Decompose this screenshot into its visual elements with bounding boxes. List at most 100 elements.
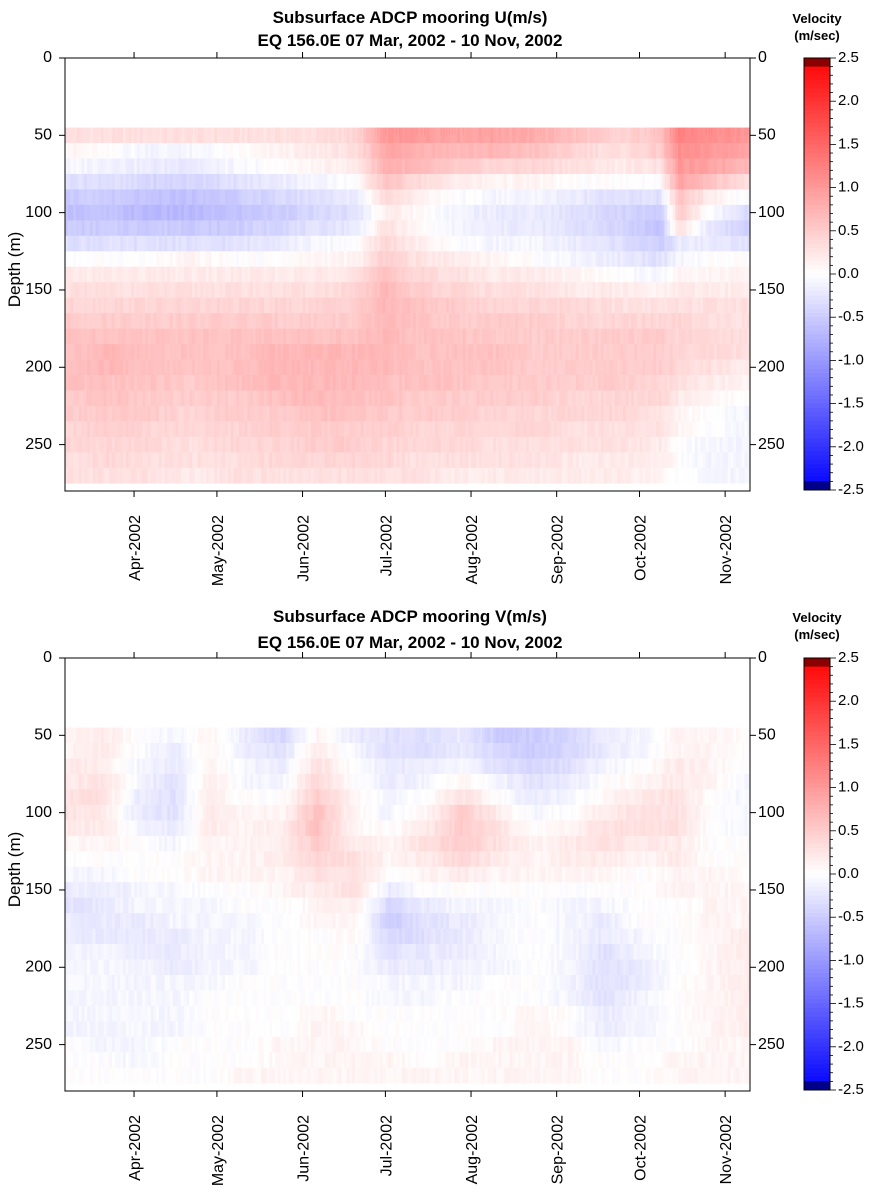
heatmap-cell [501, 143, 505, 159]
heatmap-cell [653, 143, 657, 159]
heatmap-cell [578, 235, 582, 252]
heatmap-cell [448, 220, 453, 237]
heatmap-cell [327, 297, 331, 314]
heatmap-cell [330, 251, 334, 268]
heatmap-cell [139, 204, 143, 221]
heatmap-cell [515, 143, 519, 159]
heatmap-cell [222, 235, 226, 252]
heatmap-cell [393, 375, 397, 391]
heatmap-cell [302, 328, 306, 345]
heatmap-cell [575, 204, 580, 221]
heatmap-cell [465, 421, 469, 438]
heatmap-cell [139, 158, 143, 175]
heatmap-cell [506, 390, 511, 407]
heatmap-cell [205, 375, 209, 391]
heatmap-cell [631, 359, 635, 376]
heatmap-cell [205, 313, 209, 329]
heatmap-cell [117, 328, 121, 345]
heatmap-cell [169, 266, 174, 283]
heatmap-cell [73, 251, 77, 268]
heatmap-cell [150, 390, 154, 407]
heatmap-cell [498, 158, 502, 175]
heatmap-cell [84, 173, 88, 190]
heatmap-cell [424, 127, 428, 144]
heatmap-cell [401, 375, 406, 391]
heatmap-cell [266, 405, 270, 422]
heatmap-cell [667, 282, 671, 298]
heatmap-cell [319, 390, 323, 407]
heatmap-cell [183, 220, 187, 237]
heatmap-cell [548, 313, 552, 329]
heatmap-cell [667, 173, 671, 190]
heatmap-cell [321, 173, 325, 190]
heatmap-cell [366, 173, 370, 190]
heatmap-cell [471, 266, 475, 283]
heatmap-cell [363, 204, 367, 221]
heatmap-cell [117, 235, 121, 252]
heatmap-cell [700, 421, 704, 438]
heatmap-cell [622, 189, 627, 206]
heatmap-cell [410, 282, 414, 298]
heatmap-cell [247, 359, 251, 376]
heatmap-cell [727, 328, 732, 345]
heatmap-cell [573, 375, 577, 391]
heatmap-cell [429, 235, 433, 252]
heatmap-cell [473, 127, 477, 144]
heatmap-cell [313, 405, 317, 422]
heatmap-cell [437, 375, 441, 391]
heatmap-cell [553, 235, 557, 252]
heatmap-cell [506, 143, 511, 159]
heatmap-cell [313, 220, 317, 237]
heatmap-cell [620, 313, 624, 329]
heatmap-cell [622, 344, 627, 360]
heatmap-cell [192, 390, 196, 407]
heatmap-cell [338, 235, 342, 252]
heatmap-cell [570, 220, 574, 237]
heatmap-cell [150, 405, 154, 422]
heatmap-cell [476, 282, 480, 298]
heatmap-cell [186, 375, 190, 391]
heatmap-cell [512, 173, 516, 190]
heatmap-cell [341, 189, 345, 206]
heatmap-cell [711, 127, 715, 144]
heatmap-cell [523, 251, 527, 268]
heatmap-cell [363, 344, 367, 360]
heatmap-cell [308, 375, 312, 391]
heatmap-cell [255, 143, 259, 159]
heatmap-cell [283, 313, 287, 329]
heatmap-cell [404, 189, 408, 206]
heatmap-cell [153, 297, 157, 314]
heatmap-cell [628, 421, 632, 438]
heatmap-cell [239, 313, 243, 329]
heatmap-cell [741, 143, 745, 159]
heatmap-cell [125, 359, 129, 376]
heatmap-cell [321, 189, 325, 206]
heatmap-cell [424, 421, 428, 438]
heatmap-cell [106, 158, 110, 175]
heatmap-cell [730, 297, 734, 314]
heatmap-cell [600, 328, 604, 345]
heatmap-cell [515, 204, 519, 221]
heatmap-cell [388, 235, 392, 252]
heatmap-cell [161, 375, 165, 391]
heatmap-cell [559, 220, 563, 237]
heatmap-cell [230, 173, 234, 190]
heatmap-cell [305, 189, 309, 206]
heatmap-cell [227, 251, 232, 268]
heatmap-cell [236, 266, 240, 283]
heatmap-cell [645, 297, 649, 314]
heatmap-cell [393, 266, 397, 283]
heatmap-cell [504, 204, 508, 221]
heatmap-cell [432, 173, 436, 190]
heatmap-cell [437, 127, 441, 144]
heatmap-cell [302, 313, 306, 329]
heatmap-cell [393, 328, 397, 345]
heatmap-cell [589, 390, 593, 407]
heatmap-cell [76, 189, 80, 206]
heatmap-cell [606, 313, 610, 329]
heatmap-cell [432, 359, 436, 376]
heatmap-cell [553, 359, 557, 376]
heatmap-cell [76, 282, 80, 298]
heatmap-cell [147, 421, 151, 438]
heatmap-cell [730, 173, 734, 190]
